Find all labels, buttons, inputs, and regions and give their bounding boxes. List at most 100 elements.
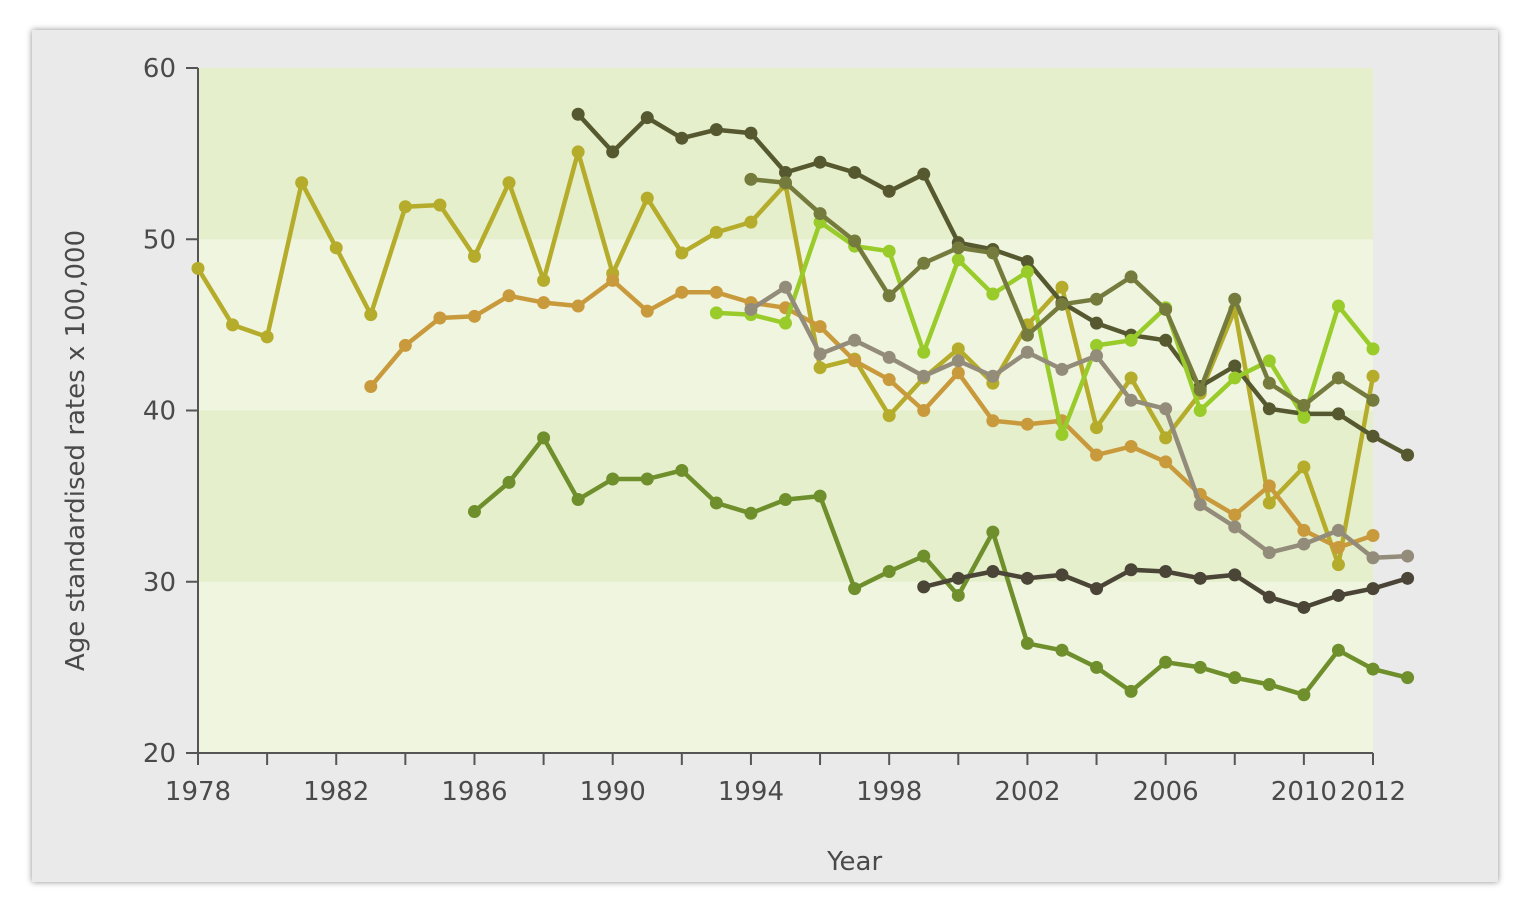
data-point xyxy=(1262,402,1276,416)
data-point xyxy=(295,176,309,190)
data-point xyxy=(709,225,723,239)
data-point xyxy=(813,361,827,375)
data-point xyxy=(467,309,481,323)
line-chart: 1978 1982 1986 1990 1994 1998 2002 2006 2010 2012… xyxy=(61,54,1415,877)
data-point xyxy=(1331,523,1345,537)
data-point xyxy=(882,564,896,578)
x-axis-title: Year xyxy=(826,847,882,877)
data-point xyxy=(1262,354,1276,368)
data-point xyxy=(917,404,931,417)
data-point xyxy=(951,342,965,356)
data-point xyxy=(744,215,758,229)
data-point xyxy=(1366,529,1380,543)
axis-labels: 1978 1982 1986 1990 1994 1998 2002 2006 2010 2012… xyxy=(61,54,1406,877)
band-3 xyxy=(198,68,1373,240)
data-point xyxy=(744,302,758,316)
data-point xyxy=(191,261,205,275)
data-point xyxy=(640,472,654,486)
data-point xyxy=(571,145,585,159)
data-point xyxy=(848,333,862,347)
series-7 xyxy=(917,563,1415,614)
data-point xyxy=(779,165,792,179)
data-point xyxy=(606,273,620,287)
data-point xyxy=(1331,558,1345,572)
data-point xyxy=(226,318,240,332)
data-point xyxy=(1020,636,1034,650)
x-tick-label: 1994 xyxy=(718,777,784,807)
data-point xyxy=(917,369,931,383)
y-tick-label: 50 xyxy=(143,225,176,255)
data-point xyxy=(1020,255,1034,269)
data-point xyxy=(1124,371,1138,385)
data-point xyxy=(1297,688,1311,702)
data-point xyxy=(1228,292,1242,306)
data-point xyxy=(951,253,965,267)
data-point xyxy=(744,506,758,520)
data-point xyxy=(709,306,723,320)
data-point xyxy=(1331,371,1345,385)
data-point xyxy=(951,354,965,368)
data-point xyxy=(1090,660,1104,674)
data-point xyxy=(779,493,792,507)
data-point xyxy=(1331,588,1345,602)
data-point xyxy=(986,287,1000,301)
data-point xyxy=(744,172,758,186)
data-point xyxy=(606,145,620,159)
data-point xyxy=(571,299,585,313)
data-point xyxy=(1193,498,1207,512)
data-point xyxy=(1159,455,1173,469)
data-point xyxy=(1090,448,1104,462)
data-point xyxy=(1366,582,1380,596)
data-point xyxy=(640,111,654,125)
data-point xyxy=(1262,546,1276,560)
data-point xyxy=(1055,427,1069,441)
data-point xyxy=(951,366,965,380)
data-point xyxy=(467,249,481,263)
data-point xyxy=(1228,671,1242,685)
data-point xyxy=(848,582,862,596)
data-point xyxy=(1262,479,1276,493)
data-point xyxy=(779,280,792,294)
data-point xyxy=(1159,655,1173,669)
data-point xyxy=(709,496,723,510)
data-point xyxy=(1262,376,1276,390)
data-point xyxy=(260,330,274,344)
series-group xyxy=(191,107,1415,702)
data-point xyxy=(1090,292,1104,306)
data-point xyxy=(917,256,931,270)
data-point xyxy=(848,354,862,368)
data-point xyxy=(502,475,516,489)
data-point xyxy=(364,380,378,394)
data-point xyxy=(1055,297,1069,311)
data-point xyxy=(1090,582,1104,596)
data-point xyxy=(1228,520,1242,534)
data-point xyxy=(917,345,931,359)
data-point xyxy=(779,316,792,330)
data-point xyxy=(986,564,1000,578)
data-point xyxy=(1331,407,1345,421)
data-point xyxy=(1401,549,1415,563)
data-point xyxy=(813,347,827,361)
data-point xyxy=(1159,302,1173,316)
data-point xyxy=(1159,402,1173,416)
data-point xyxy=(951,588,965,602)
data-point xyxy=(1159,564,1173,578)
data-point xyxy=(1262,496,1276,510)
data-point xyxy=(1297,537,1311,551)
data-point xyxy=(1020,265,1034,279)
data-point xyxy=(1124,684,1138,698)
data-point xyxy=(848,165,862,179)
data-point xyxy=(433,198,447,212)
data-point xyxy=(571,107,585,121)
data-point xyxy=(709,285,723,299)
data-point xyxy=(1366,429,1380,443)
data-point xyxy=(1020,571,1034,585)
data-point xyxy=(537,273,551,287)
series-5 xyxy=(744,280,1415,565)
data-point xyxy=(848,234,862,248)
data-point xyxy=(1228,508,1242,522)
data-point xyxy=(1055,280,1069,294)
data-point xyxy=(502,176,516,190)
chart-card: 1978 1982 1986 1990 1994 1998 2002 2006 2010 2012… xyxy=(32,30,1498,882)
x-tick-label: 2002 xyxy=(994,777,1060,807)
